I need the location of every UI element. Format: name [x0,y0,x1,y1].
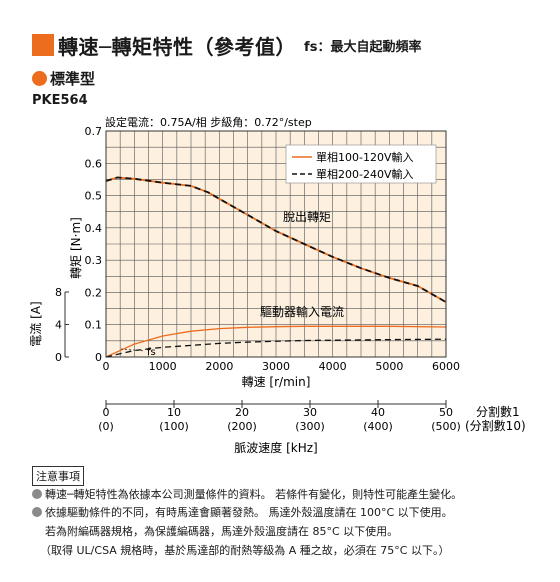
y-axis-label: 轉矩 [N·m] [69,217,83,279]
bullet-icon [32,507,42,517]
pulse-tick-label: 50 [439,406,453,419]
x-tick-label: 1000 [149,360,177,373]
legend-label-100v: 單相100-120V輸入 [316,150,414,164]
page-title: 轉速─轉矩特性（參考值） [58,34,297,59]
y-tick-label: 0.2 [85,286,103,299]
y-tick-label: 0.7 [85,125,103,138]
subtitle: 標準型 [50,70,96,88]
y2-tick-label: 4 [55,319,62,332]
series-layer [105,176,447,358]
pulse-tick-label: 0 [103,406,110,419]
pulse-tick-label: 30 [303,406,317,419]
series-line-current-2 [105,325,447,358]
x-axis-label: 轉速 [r/min] [242,375,311,389]
y-tick-label: 0 [95,351,102,364]
pulse-tick-label-div10: (400) [363,420,393,433]
y2-tick-label: 8 [55,286,62,299]
subtitle-row: 標準型 [32,68,95,89]
pulse-tick-label-div10: (200) [227,420,257,433]
fs-note: fs：最大自起動頻率 [304,39,422,55]
annotation-driver-current: 驅動器輸入電流 [260,304,344,319]
pulse-tick-label-div10: (300) [295,420,325,433]
fs-leader-line [120,348,146,352]
note-4: （取得 UL/CSA 規格時，基於馬達部的耐熱等級為 A 種之故，必須在 75°… [40,544,450,557]
y-tick-label: 0.4 [85,222,103,235]
pulse-tick-label: 20 [235,406,249,419]
notes-header: 注意事項 [32,466,84,486]
division-1-label: 分割數1 [476,404,520,419]
division-10-label: (分割數10) [465,418,526,433]
x-tick-label: 5000 [375,360,403,373]
bullet-icon [32,489,42,499]
x-tick-label: 0 [103,360,110,373]
x-tick-label: 6000 [432,360,460,373]
y-tick-label: 0.6 [85,157,103,170]
annotation-fs: fs [147,347,156,358]
note-1-text: 轉速─轉矩特性為依據本公司測量條件的資料。 若條件有變化，則特性可能產生變化。 [45,488,463,501]
pulse-tick-label: 10 [167,406,181,419]
x-tick-label: 3000 [262,360,290,373]
model-name: PKE564 [32,93,88,108]
note-2-text: 依據驅動條件的不同，有時馬達會顯著發熱。 馬達外殼溫度請在 100°C 以下使用… [45,506,453,519]
legend-label-200v: 單相200-240V輸入 [316,167,414,181]
annotation-pullout-torque: 脫出轉矩 [283,209,331,224]
series-line-torque-1 [105,176,447,303]
y-tick-label: 0.3 [85,254,103,267]
legend [285,144,437,184]
title-row: 轉速─轉矩特性（參考值） fs：最大自起動頻率 [32,30,421,60]
note-3: 若為附編碼器規格，為保護編碼器，馬達外殼溫度請在 85°C 以下使用。 [45,525,399,538]
y2-axis-label: 電流 [A] [29,301,43,346]
x-tick-label: 2000 [205,360,233,373]
subtitle-dot-icon [32,71,47,86]
plot-border [105,130,447,358]
y2-tick-label: 0 [55,351,62,364]
title-square-icon [32,34,54,56]
pulse-tick-label-div10: (100) [159,420,189,433]
series-line-current-3 [105,338,447,358]
pulse-tick-label-div10: (0) [98,420,114,433]
y-tick-label: 0.1 [85,319,103,332]
note-1: 轉速─轉矩特性為依據本公司測量條件的資料。 若條件有變化，則特性可能產生變化。 [32,486,462,502]
pulse-axis-ticks: 0(0) 10(100) 20(200) 30(300) 40(400) 50(500) [98,400,461,433]
y-tick-label: 0.5 [85,190,103,203]
pulse-tick-label: 40 [371,406,385,419]
x-tick-label: 4000 [319,360,347,373]
pulse-axis-label: 脈波速度 [kHz] [234,440,317,455]
settings-label: 設定電流：0.75A/相 步級角：0.72°/step [105,115,312,129]
axis-ticks: 0 1000 2000 3000 4000 5000 6000 0 0.1 0.2 0.3 0.4 0.… [55,125,460,373]
note-2: 依據驅動條件的不同，有時馬達會顯著發熱。 馬達外殼溫度請在 100°C 以下使用… [32,504,453,520]
pulse-tick-label-div10: (500) [431,420,461,433]
